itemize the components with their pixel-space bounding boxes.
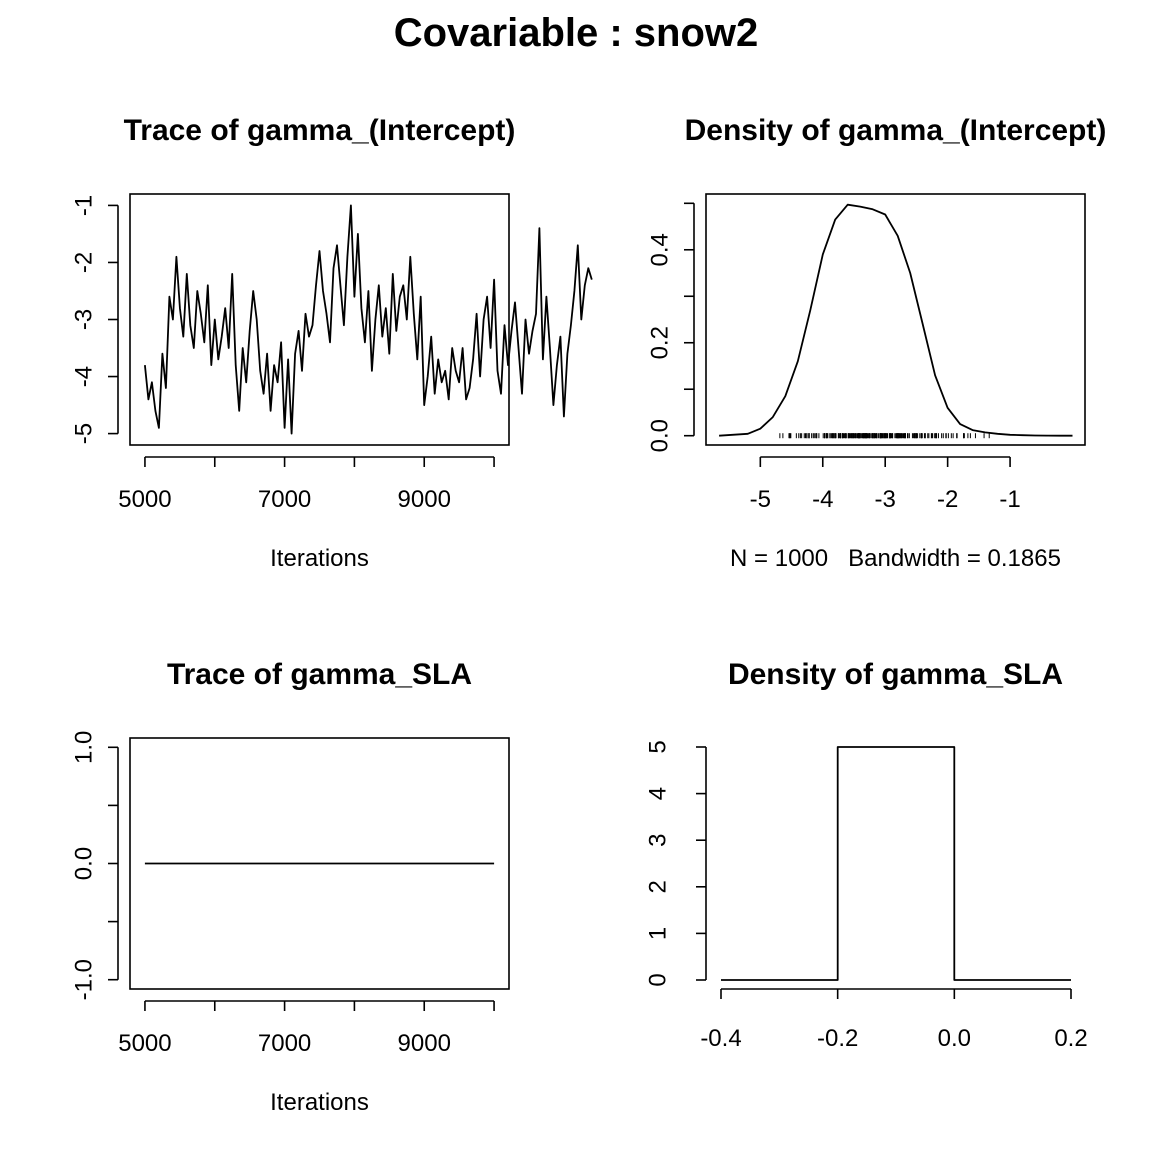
density-intercept-panel: Density of gamma_(Intercept) -5 -4 -3 -2 -1 0.… <box>646 114 1106 572</box>
x-tick-label: 9000 <box>398 486 451 513</box>
y-tick-label: -5 <box>70 423 97 444</box>
density-curve <box>719 203 1073 437</box>
x-tick-label: -5 <box>750 486 771 513</box>
y-tick-label: 4 <box>644 787 671 800</box>
y-tick-label: -1 <box>70 195 97 216</box>
x-tick-label: -4 <box>812 486 833 513</box>
panel-title: Density of gamma_SLA <box>728 658 1063 691</box>
x-tick-label: 9000 <box>398 1030 451 1057</box>
plot-frame <box>129 737 510 990</box>
panel-title: Trace of gamma_(Intercept) <box>124 114 516 147</box>
x-tick-label: 0.2 <box>1054 1025 1087 1052</box>
y-tick-label: -2 <box>70 252 97 273</box>
plot-frame <box>705 193 1086 446</box>
trace-sla-panel: Trace of gamma_SLA 5000 7000 9000 -1.0 0.0 1.0… <box>70 658 510 1116</box>
x-tick-label: -0.4 <box>700 1025 741 1052</box>
density-step-line <box>721 746 1071 981</box>
x-axis-label: Iterations <box>270 545 369 572</box>
x-tick-label: 7000 <box>258 1030 311 1057</box>
y-tick-label: 0.0 <box>646 419 673 452</box>
y-tick-label: 2 <box>644 880 671 893</box>
y-tick-label: 0.4 <box>646 233 673 266</box>
plot-frame <box>129 193 510 446</box>
y-tick-label: 0.0 <box>70 847 97 880</box>
y-tick-label: -3 <box>70 309 97 330</box>
x-tick-label: -3 <box>875 486 896 513</box>
x-tick-label: -0.2 <box>817 1025 858 1052</box>
y-tick-label: 0.2 <box>646 326 673 359</box>
y-tick-label: 3 <box>644 834 671 847</box>
figure-title: Covariable : snow2 <box>394 11 759 55</box>
x-tick-label: 5000 <box>118 1030 171 1057</box>
trace-intercept-panel: Trace of gamma_(Intercept) 5000 7000 9000 -5… <box>70 114 593 572</box>
x-tick-label: 0.0 <box>938 1025 971 1052</box>
x-tick-label: 7000 <box>258 486 311 513</box>
panel-title: Density of gamma_(Intercept) <box>685 114 1107 147</box>
panel-title: Trace of gamma_SLA <box>167 658 472 691</box>
y-tick-label: 1 <box>644 927 671 940</box>
y-tick-label: 5 <box>644 740 671 753</box>
y-tick-label: -4 <box>70 366 97 387</box>
trace-line <box>144 204 593 435</box>
density-sla-panel: Density of gamma_SLA -0.4 -0.2 0.0 0.2 0 1 2 3 4 5 <box>644 658 1087 1052</box>
x-tick-label: -2 <box>937 486 958 513</box>
x-tick-label: 5000 <box>118 486 171 513</box>
y-tick-label: 1.0 <box>70 731 97 764</box>
y-tick-label: -1.0 <box>70 959 97 1000</box>
x-axis-label: Iterations <box>270 1089 369 1116</box>
y-tick-label: 0 <box>644 973 671 986</box>
x-tick-label: -1 <box>999 486 1020 513</box>
x-axis-label: N = 1000 Bandwidth = 0.1865 <box>730 545 1061 572</box>
